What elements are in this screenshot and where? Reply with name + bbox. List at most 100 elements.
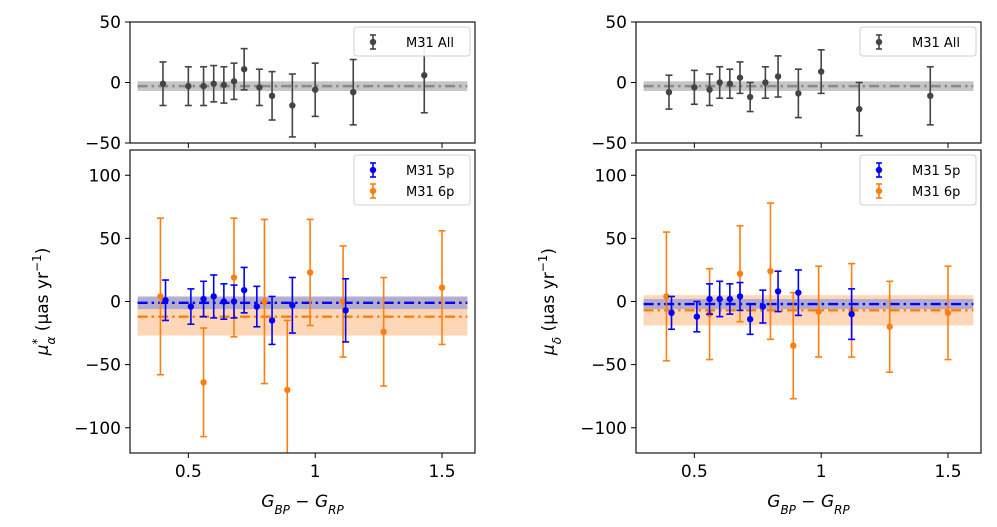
data-point bbox=[284, 386, 291, 394]
data-point bbox=[706, 86, 713, 93]
x-tick-label: 0.5 bbox=[175, 462, 202, 482]
y-tick-label: 100 bbox=[595, 166, 627, 186]
data-point bbox=[663, 293, 670, 300]
data-point bbox=[665, 88, 673, 96]
data-point bbox=[795, 289, 802, 296]
data-point bbox=[767, 268, 774, 275]
legend-marker bbox=[875, 187, 883, 195]
data-point bbox=[289, 302, 296, 309]
data-point bbox=[200, 82, 207, 90]
legend: M31 All bbox=[859, 26, 977, 57]
data-point bbox=[220, 298, 228, 305]
data-point bbox=[230, 78, 238, 85]
data-point bbox=[200, 379, 207, 386]
data-point bbox=[268, 92, 276, 100]
data-point bbox=[240, 286, 248, 294]
data-point bbox=[795, 90, 802, 97]
legend-label: M31 All bbox=[912, 36, 960, 51]
y-tick-label: 0 bbox=[616, 74, 627, 94]
y-axis-title: μδ (μas yr−1) bbox=[536, 248, 564, 356]
legend-label: M31 5p bbox=[406, 164, 454, 179]
plot-area bbox=[643, 202, 974, 400]
data-point bbox=[210, 293, 217, 300]
y-tick-label: −50 bbox=[591, 134, 627, 154]
data-point bbox=[927, 92, 934, 100]
x-tick-label: 1 bbox=[816, 462, 827, 482]
data-point bbox=[726, 80, 734, 87]
legend-label: M31 5p bbox=[912, 164, 960, 179]
data-point bbox=[736, 74, 744, 81]
panel-right-bottom: 100 50 0 −50 −100 0.5 1 1.5 GBP − GRP μδ (μas yr−… bbox=[536, 149, 982, 517]
x-tick-label: 1.5 bbox=[428, 462, 455, 482]
data-point bbox=[944, 309, 952, 317]
legend: M31 All bbox=[353, 26, 471, 57]
y-tick-label: −100 bbox=[74, 419, 121, 439]
data-point bbox=[817, 68, 825, 75]
y-tick-label: 50 bbox=[99, 229, 121, 249]
data-point bbox=[240, 65, 248, 73]
y-tick-label: 0 bbox=[110, 74, 121, 94]
data-point bbox=[790, 342, 797, 349]
panel-left-bottom: 100 50 0 −50 −100 0.5 1 1.5 GBP − GRP μ*α (μas yr… bbox=[30, 149, 476, 517]
data-point bbox=[253, 303, 261, 310]
x-tick-label: 0.5 bbox=[681, 462, 708, 482]
data-point bbox=[230, 274, 238, 281]
data-point bbox=[200, 295, 207, 303]
legend: M31 5p M31 6p bbox=[859, 154, 977, 206]
data-point bbox=[230, 298, 238, 305]
x-tick-label: 1.5 bbox=[934, 462, 961, 482]
y-tick-label: 0 bbox=[616, 293, 627, 313]
data-point bbox=[311, 86, 319, 93]
y-tick-label: 50 bbox=[99, 13, 121, 33]
data-point bbox=[736, 270, 744, 277]
data-point bbox=[339, 298, 347, 305]
legend-label: M31 6p bbox=[406, 185, 454, 200]
data-point bbox=[726, 295, 734, 303]
y-tick-label: 50 bbox=[605, 229, 627, 249]
data-point bbox=[350, 88, 357, 96]
data-point bbox=[438, 284, 446, 291]
data-point bbox=[886, 323, 893, 330]
legend: M31 5p M31 6p bbox=[353, 154, 471, 206]
data-point bbox=[268, 317, 276, 324]
data-point bbox=[342, 307, 349, 314]
data-point bbox=[774, 73, 782, 80]
data-point bbox=[759, 303, 767, 310]
legend-box bbox=[859, 26, 977, 57]
data-point bbox=[691, 84, 698, 91]
data-point bbox=[289, 102, 296, 109]
data-point bbox=[210, 80, 217, 87]
legend-marker bbox=[369, 38, 377, 46]
legend-marker bbox=[369, 166, 377, 174]
data-point bbox=[306, 269, 314, 276]
panel-left-top: 50 0 −50 M31 All bbox=[85, 13, 476, 154]
data-point bbox=[736, 293, 744, 300]
y-tick-label: 100 bbox=[89, 166, 121, 186]
legend-label: M31 6p bbox=[912, 185, 960, 200]
y-tick-label: −50 bbox=[85, 134, 121, 154]
y-tick-label: 0 bbox=[110, 293, 121, 313]
legend-marker bbox=[875, 166, 883, 174]
legend-box bbox=[353, 26, 471, 57]
y-tick-label: 50 bbox=[605, 13, 627, 33]
legend-box bbox=[353, 154, 471, 206]
panel-right-top: 50 0 −50 M31 All bbox=[591, 13, 982, 154]
data-point bbox=[856, 105, 863, 113]
data-point bbox=[380, 328, 387, 335]
data-point bbox=[815, 308, 822, 315]
data-point bbox=[848, 310, 855, 318]
data-point bbox=[716, 79, 723, 86]
y-tick-label: −50 bbox=[85, 356, 121, 376]
x-axis-title: GBP − GRP bbox=[261, 492, 344, 517]
plot-area bbox=[643, 49, 974, 137]
data-point bbox=[762, 79, 769, 86]
y-tick-label: −50 bbox=[591, 356, 627, 376]
data-point bbox=[746, 315, 754, 323]
data-point bbox=[220, 81, 228, 89]
data-point bbox=[256, 84, 263, 91]
plot-area bbox=[137, 217, 468, 453]
data-point bbox=[774, 288, 782, 295]
x-tick-label: 1 bbox=[310, 462, 321, 482]
data-point bbox=[716, 295, 723, 303]
data-point bbox=[746, 93, 754, 101]
